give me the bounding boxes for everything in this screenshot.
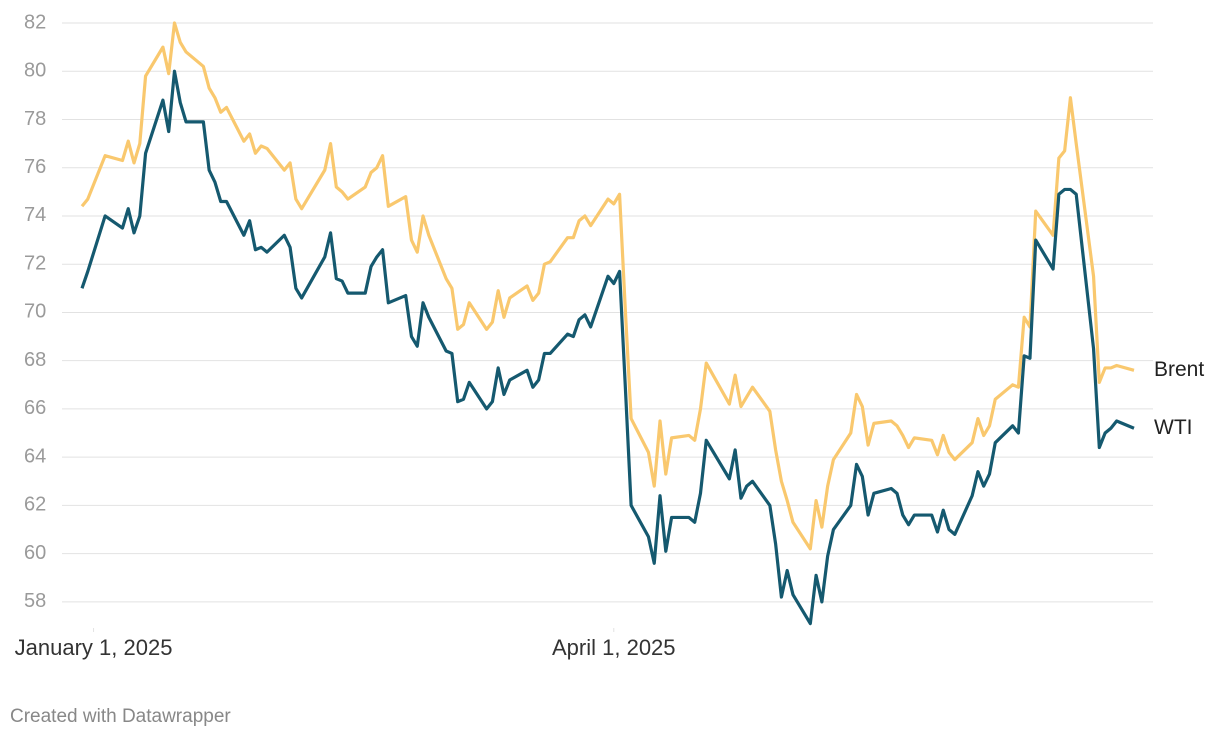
y-tick-label: 70 bbox=[24, 301, 46, 323]
line bbox=[80, 21, 1135, 551]
y-tick-label: 66 bbox=[24, 397, 46, 419]
y-tick-label: 68 bbox=[24, 349, 46, 371]
y-tick-label: 62 bbox=[24, 494, 46, 516]
footer: Created with Datawrapper bbox=[10, 706, 231, 727]
series-label: WTI bbox=[1154, 416, 1192, 439]
line bbox=[80, 69, 1135, 626]
y-tick-label: 58 bbox=[24, 590, 46, 612]
y-tick-label: 76 bbox=[24, 156, 46, 178]
y-tick-label: 72 bbox=[24, 252, 46, 274]
y-tick-label: 78 bbox=[24, 108, 46, 130]
x-tick-label: April 1, 2025 bbox=[552, 635, 676, 660]
series-label: Brent bbox=[1154, 358, 1204, 381]
y-tick-label: 82 bbox=[24, 11, 46, 33]
y-tick-label: 60 bbox=[24, 542, 46, 564]
y-tick-label: 64 bbox=[24, 445, 46, 467]
y-tick-label: 74 bbox=[24, 204, 46, 226]
y-tick-label: 80 bbox=[24, 60, 46, 82]
x-tick-label: January 1, 2025 bbox=[15, 635, 173, 660]
